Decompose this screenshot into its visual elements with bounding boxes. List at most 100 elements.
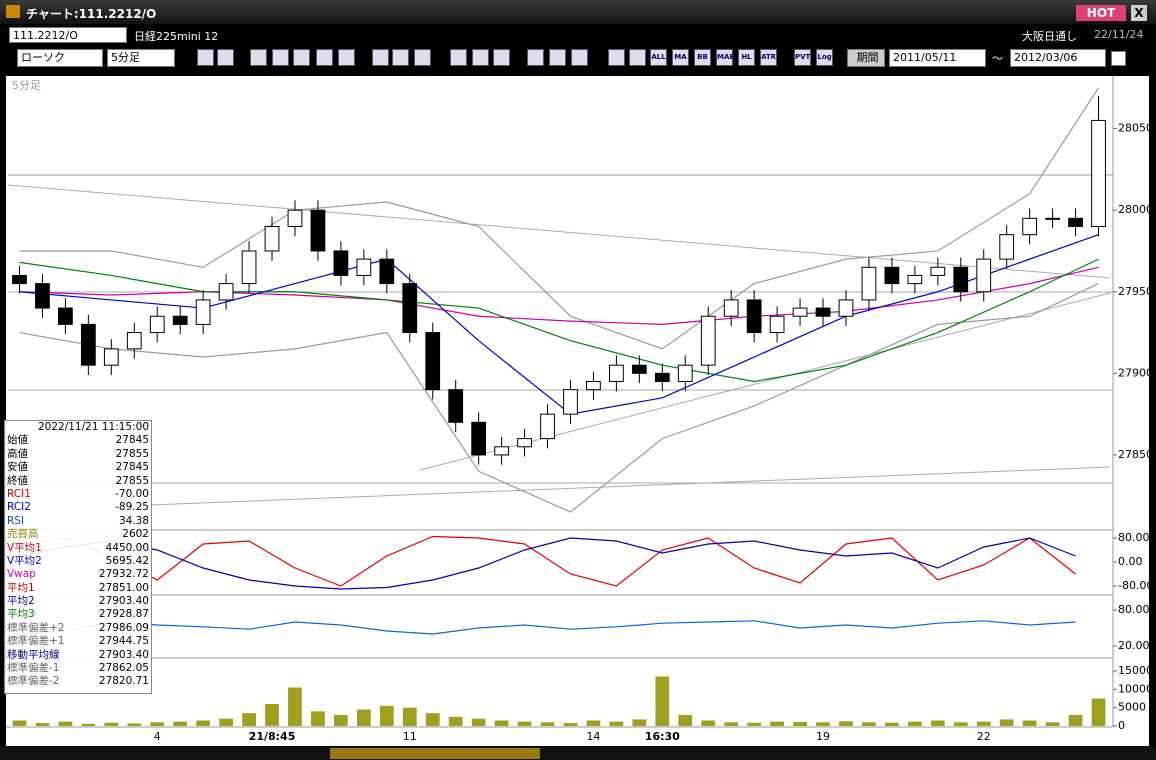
to-date[interactable]: 2012/03/06 [1010, 49, 1106, 67]
info-row: 標準偏差+2 27986.09 [5, 622, 151, 635]
candle-body [517, 438, 532, 448]
info-value: 5695.42 [105, 554, 149, 567]
candle-body [609, 364, 624, 383]
info-row: RSI 34.38 [5, 515, 151, 528]
scroll-thumb[interactable] [330, 748, 540, 759]
from-date[interactable]: 2011/05/11 [889, 49, 986, 67]
title-bar: チャート:111.2212/O HOT X [0, 0, 1156, 24]
chart-type-select[interactable]: ローソク [17, 49, 103, 67]
info-value: 27944.75 [98, 635, 149, 648]
volume-bar [379, 705, 394, 726]
toolbar-icon[interactable]: BB [694, 49, 711, 66]
toolbar-icon[interactable] [250, 49, 267, 66]
toolbar-icon[interactable] [571, 49, 588, 66]
volume-bar [1045, 722, 1060, 726]
info-label: 売買高 [7, 528, 39, 541]
info-label: 平均1 [7, 581, 35, 594]
candle-body [471, 421, 487, 456]
volume-bar [288, 687, 302, 726]
toolbar-icon[interactable]: HL [738, 49, 755, 66]
info-value: 27845 [115, 461, 149, 474]
toolbar-icon[interactable] [472, 49, 489, 66]
toolbar-icon[interactable]: ALL [650, 49, 667, 66]
indicator-line [19, 620, 1076, 635]
toolbar-icon[interactable] [608, 49, 625, 66]
toolbar-icon[interactable] [493, 49, 510, 66]
volume-bar [1068, 715, 1083, 726]
symbol-input[interactable]: 111.2212/O [9, 27, 127, 43]
toolbar-icon[interactable] [450, 49, 467, 66]
info-label: 安値 [7, 461, 28, 474]
toolbar-icon[interactable]: MA [672, 49, 689, 66]
volume-bar [356, 709, 371, 726]
candle-body [631, 364, 647, 374]
info-value: 27903.40 [98, 595, 149, 608]
volume-bar [35, 723, 50, 726]
info-value: 27855 [115, 447, 149, 460]
candle-body [930, 266, 946, 276]
toolbar-icon[interactable]: PVT [794, 49, 811, 66]
toolbar-icon[interactable] [293, 49, 310, 66]
candle-body [12, 274, 27, 285]
range-button[interactable]: 期間 [847, 49, 885, 67]
volume-bar [999, 719, 1014, 726]
candle-body [103, 348, 119, 366]
info-value: 27851.00 [98, 581, 149, 594]
candle-body [264, 225, 280, 252]
trend-line [149, 466, 1111, 506]
candle-body [241, 250, 257, 285]
app-icon [6, 5, 20, 18]
info-label: 移動平均線 [7, 648, 60, 661]
candle-body [654, 372, 670, 383]
toolbar-icon[interactable] [372, 49, 389, 66]
toolbar-icon[interactable]: MAE [716, 49, 734, 66]
candle-body [884, 266, 900, 285]
date: 22/11/24 [1094, 28, 1144, 41]
info-label: RCI1 [7, 487, 31, 500]
toolbar-icon[interactable] [629, 49, 646, 66]
toolbar-icon[interactable]: Log [816, 49, 833, 66]
toolbar-icon[interactable] [338, 49, 355, 66]
candle-body [907, 274, 923, 285]
toolbar-icon[interactable] [414, 49, 431, 66]
info-label: 標準偏差+2 [7, 621, 65, 634]
toolbar-icon[interactable] [197, 49, 214, 66]
x-tick-label: 21/8:45 [249, 730, 296, 743]
candle-body [838, 299, 854, 317]
toolbar-icon[interactable] [272, 49, 289, 66]
volume-bar [586, 720, 601, 726]
info-row: 移動平均線 27903.40 [5, 649, 151, 662]
candle-body [861, 266, 877, 301]
toolbar-icon[interactable] [217, 49, 234, 66]
info-row: 平均1 27851.00 [5, 582, 151, 595]
candle-body [540, 413, 555, 440]
candle-body [35, 283, 50, 309]
toolbar-icon[interactable] [392, 49, 409, 66]
scrollbar[interactable] [0, 747, 1156, 760]
volume-bar [701, 720, 716, 726]
info-panel: 2022/11/21 11:15:00 始値 27845 高値 27855 安値 2784… [4, 420, 152, 694]
volume-bar [81, 723, 96, 726]
y-tick-label: 28000 [1118, 203, 1153, 216]
info-row: 平均3 27928.87 [5, 608, 151, 621]
period-select[interactable]: 5分足 [107, 49, 175, 67]
info-value: 4450.00 [105, 541, 149, 554]
volume-bar [1091, 698, 1106, 726]
toolbar-icon[interactable] [316, 49, 333, 66]
candle-body [815, 307, 831, 317]
candle-body [976, 258, 992, 293]
toolbar-icon[interactable]: ATR [760, 49, 777, 66]
candle-body [310, 209, 326, 252]
y-tick-label: 27950 [1118, 285, 1153, 298]
checkbox[interactable] [1111, 51, 1126, 66]
hot-button[interactable]: HOT [1076, 5, 1126, 21]
candle-body [1045, 217, 1060, 220]
volume-bar [471, 718, 486, 726]
trend-line [7, 184, 1111, 279]
close-button[interactable]: X [1131, 5, 1147, 21]
toolbar-icon[interactable] [549, 49, 566, 66]
info-value: 27903.40 [98, 648, 149, 661]
candle-body [80, 323, 96, 366]
toolbar-icon[interactable] [527, 49, 544, 66]
info-row: 標準偏差-1 27862.05 [5, 662, 151, 675]
